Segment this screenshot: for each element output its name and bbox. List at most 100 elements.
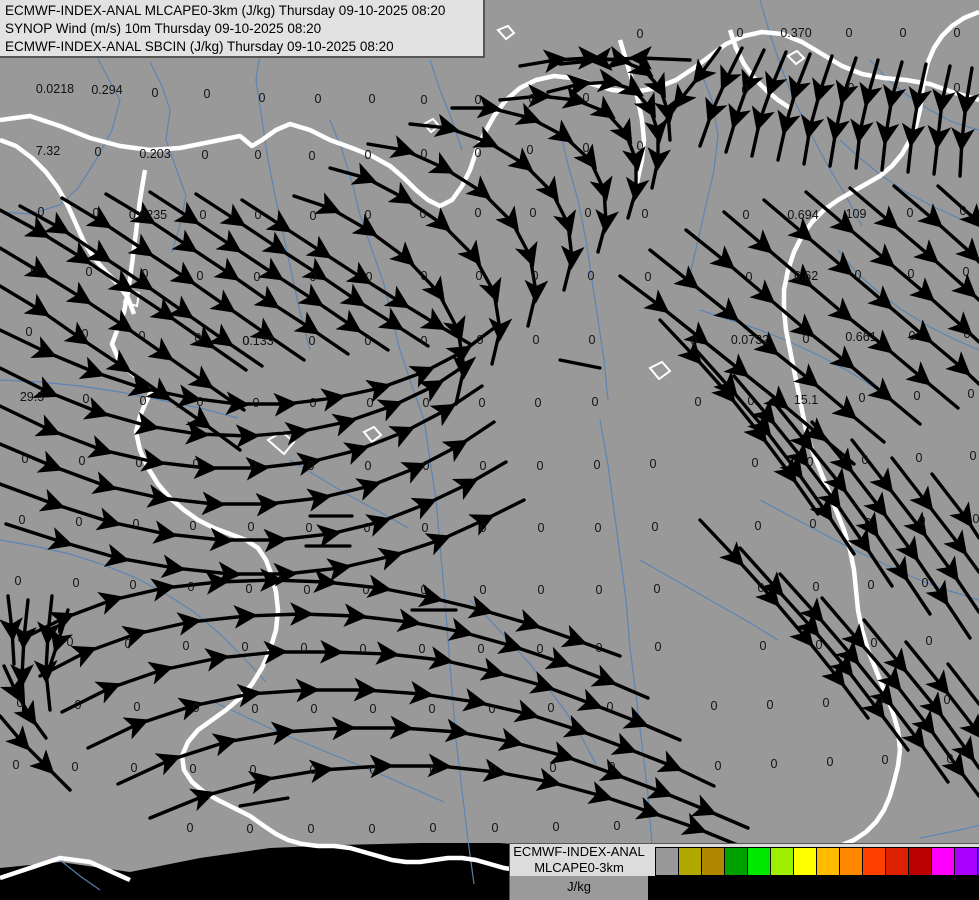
- legend-swatch-9[interactable]: [863, 848, 886, 875]
- station-value-label: 0: [307, 822, 315, 836]
- station-value-label: 0: [925, 634, 933, 648]
- station-value-label: 0: [918, 514, 926, 528]
- legend-swatch-2[interactable]: [702, 848, 725, 875]
- station-value-label: 0: [963, 327, 971, 341]
- legend-swatch-11[interactable]: [909, 848, 932, 875]
- station-value-label: 0: [969, 449, 977, 463]
- station-value-label: 0: [420, 583, 428, 597]
- station-value-label: 0: [714, 759, 722, 773]
- station-value-label: 0: [582, 141, 590, 155]
- station-value-label: 0: [710, 699, 718, 713]
- station-value-label: 0: [363, 521, 371, 535]
- station-value-label: 0: [953, 26, 961, 40]
- legend-swatch-13[interactable]: [955, 848, 978, 875]
- station-value-label: 0: [690, 334, 698, 348]
- station-value-label: 0: [419, 207, 427, 221]
- station-value-label: 0: [362, 583, 370, 597]
- station-value-label: 0: [644, 270, 652, 284]
- station-value-label: 0: [309, 396, 317, 410]
- station-value-label: 0: [587, 269, 595, 283]
- station-value-label: 0: [479, 459, 487, 473]
- station-value-label: 0: [913, 389, 921, 403]
- colorbar-legend: ECMWF-INDEX-ANAL MLCAPE0-3km J/kg 0 12 30 5…: [509, 843, 979, 900]
- header-line-sbcin: ECMWF-INDEX-ANAL SBCIN (J/kg) Thursday 0…: [5, 39, 394, 54]
- legend-colorbar[interactable]: [655, 847, 979, 876]
- station-value-label: 0: [861, 453, 869, 467]
- legend-title-line2: MLCAPE0-3km: [534, 860, 624, 875]
- station-value-label: 0: [189, 519, 197, 533]
- station-value-label: 0: [420, 93, 428, 107]
- legend-swatch-1[interactable]: [679, 848, 702, 875]
- station-value-label: 0: [826, 755, 834, 769]
- station-value-label: 0: [71, 760, 79, 774]
- legend-tick-mark-4: [845, 876, 847, 882]
- station-value-label: 0: [305, 521, 313, 535]
- station-value-label: 0: [588, 333, 596, 347]
- station-value-label: 0: [812, 580, 820, 594]
- station-value-label: 0: [420, 269, 428, 283]
- station-value-label: 0: [369, 763, 377, 777]
- legend-tick-mark-6: [927, 876, 929, 882]
- legend-tick-70: 70: [837, 879, 853, 895]
- station-value-label: 0.0218: [35, 82, 75, 96]
- station-value-label: 0: [736, 26, 744, 40]
- station-value-label: 0: [921, 576, 929, 590]
- legend-swatch-6[interactable]: [794, 848, 817, 875]
- station-value-label: 0: [907, 267, 915, 281]
- legend-swatch-7[interactable]: [817, 848, 840, 875]
- streamline-tails: [238, 358, 602, 808]
- station-value-label: 0: [364, 208, 372, 222]
- station-value-label: 0: [529, 206, 537, 220]
- station-value-label: 0: [741, 83, 749, 97]
- station-value-label: 0: [613, 819, 621, 833]
- station-value-label: 0: [429, 763, 437, 777]
- station-value-label: 0: [759, 639, 767, 653]
- station-value-label: 0: [359, 642, 367, 656]
- station-value-label: 0: [593, 458, 601, 472]
- station-value-label: 0: [199, 208, 207, 222]
- station-value-label: 0: [75, 515, 83, 529]
- station-value-label: 0: [72, 576, 80, 590]
- legend-swatch-3[interactable]: [725, 848, 748, 875]
- station-value-label: 0: [526, 143, 534, 157]
- station-value-label: 0: [766, 698, 774, 712]
- station-value-label: 0: [537, 521, 545, 535]
- station-value-label: 0: [953, 81, 961, 95]
- station-value-label: 0: [132, 517, 140, 531]
- station-value-label: 0: [636, 27, 644, 41]
- station-value-label: 0: [549, 761, 557, 775]
- legend-swatch-0[interactable]: [656, 848, 679, 875]
- station-value-label: 0: [594, 521, 602, 535]
- station-value-label: 0: [422, 396, 430, 410]
- station-value-label: 0: [972, 512, 979, 526]
- station-value-label: 0: [694, 395, 702, 409]
- legend-swatch-5[interactable]: [771, 848, 794, 875]
- station-value-label: 0: [194, 331, 202, 345]
- station-value-label: 0: [364, 459, 372, 473]
- station-value-label: 0: [12, 758, 20, 772]
- station-value-label: 0: [418, 642, 426, 656]
- station-value-label: 0: [822, 696, 830, 710]
- station-value-label: 0: [531, 269, 539, 283]
- station-value-label: 0: [967, 387, 975, 401]
- station-value-label: 0: [30, 264, 38, 278]
- legend-colorbar-background: [648, 843, 979, 876]
- legend-swatch-10[interactable]: [886, 848, 909, 875]
- station-value-label: 0: [421, 521, 429, 535]
- legend-swatch-12[interactable]: [932, 848, 955, 875]
- station-value-label: 29.5: [19, 390, 45, 404]
- legend-swatch-4[interactable]: [748, 848, 771, 875]
- legend-swatch-8[interactable]: [840, 848, 863, 875]
- station-value-label: 0: [747, 394, 755, 408]
- legend-title-line1: ECMWF-INDEX-ANAL: [513, 844, 645, 859]
- station-value-label: 0: [847, 81, 855, 95]
- station-value-label: 0: [78, 454, 86, 468]
- station-value-label: 0: [899, 26, 907, 40]
- station-value-label: 0: [129, 578, 137, 592]
- station-value-label: 0: [66, 635, 74, 649]
- legend-tick-mark-3: [803, 876, 805, 882]
- station-value-label: 0: [654, 640, 662, 654]
- station-value-label: 0: [959, 204, 967, 218]
- legend-tick-mark-0: [680, 876, 681, 882]
